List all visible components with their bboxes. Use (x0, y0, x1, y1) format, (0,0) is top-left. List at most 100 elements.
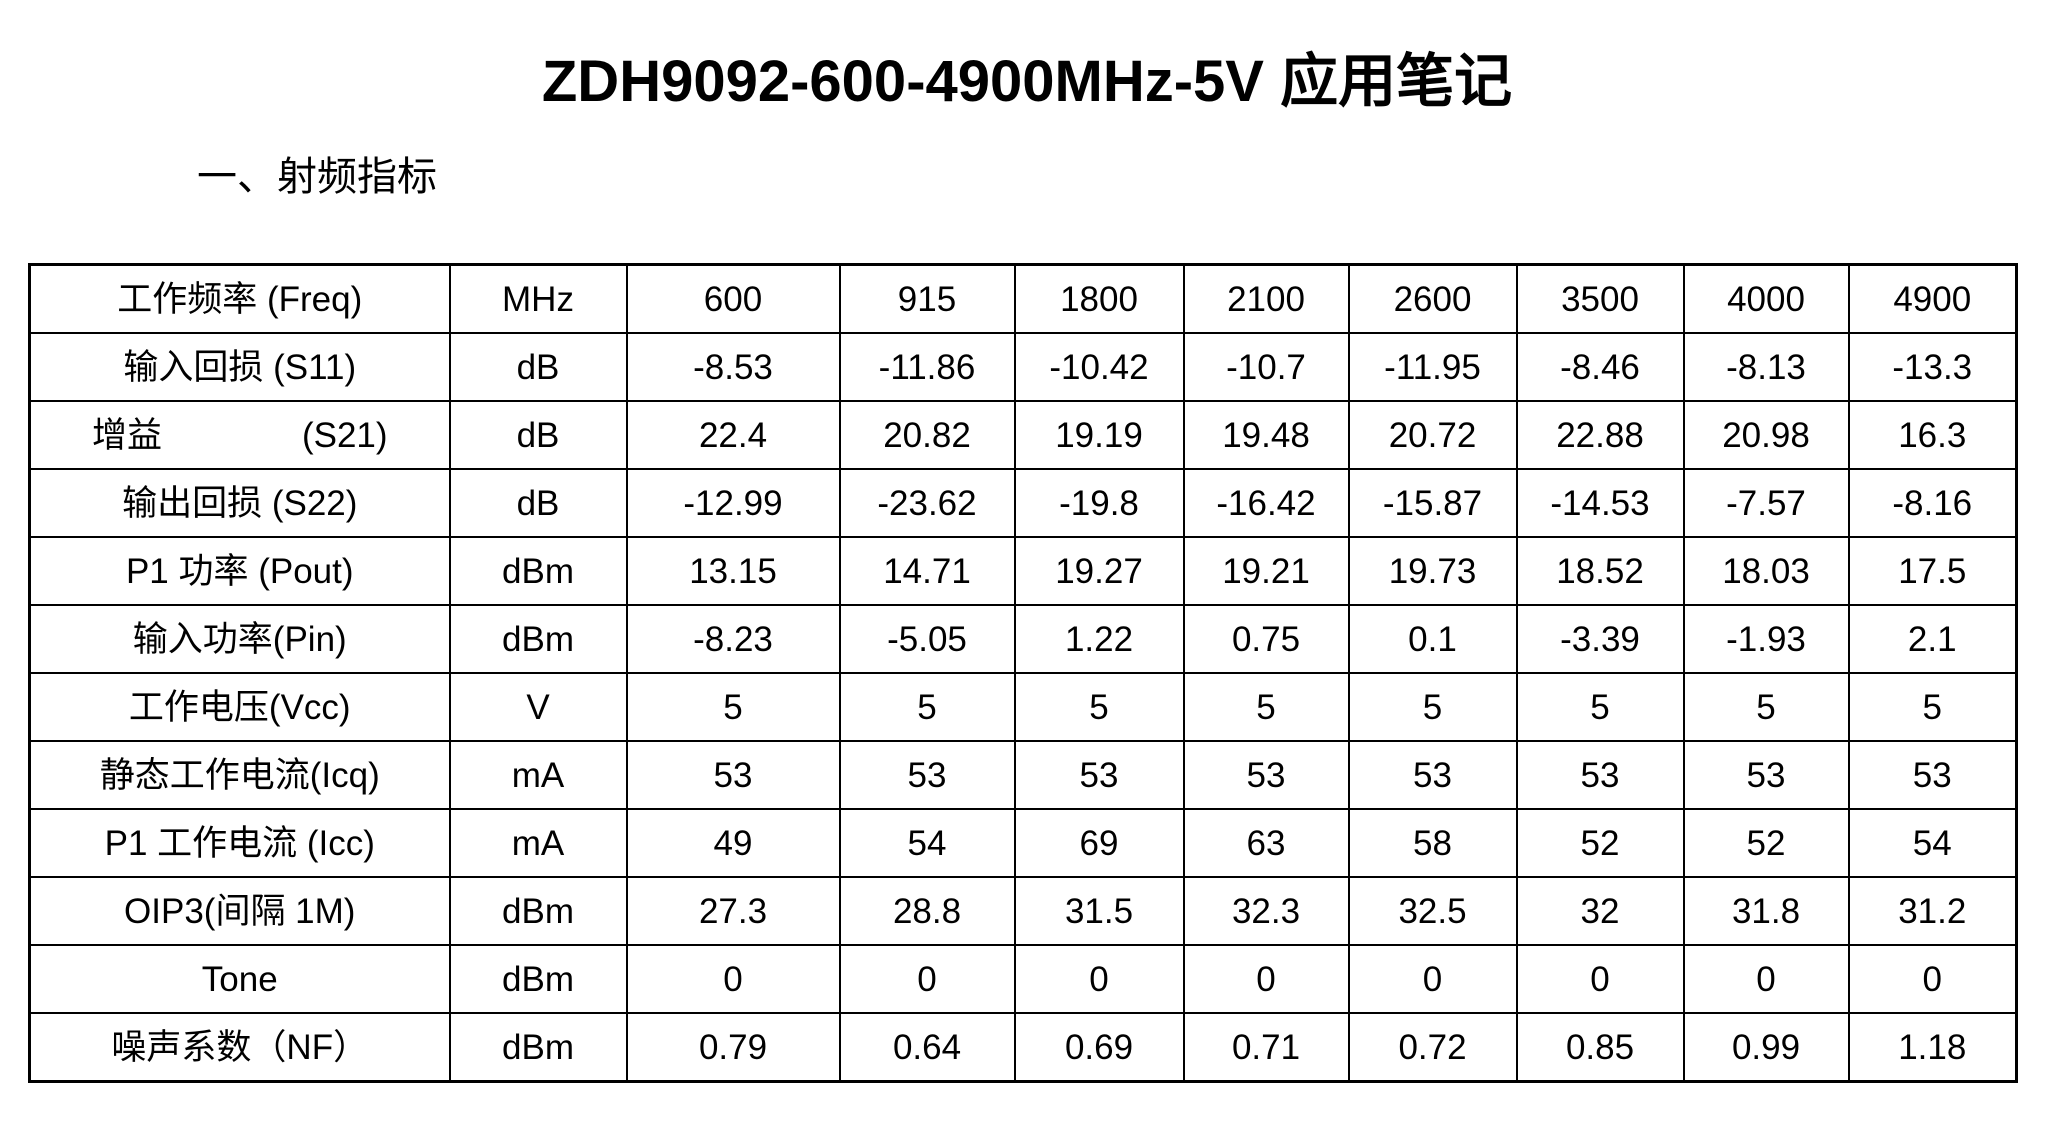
value-cell: 20.98 (1682, 400, 1850, 470)
value-cell: 600 (625, 263, 841, 334)
value-cell: 32.3 (1182, 876, 1350, 946)
value-cell: 0 (1182, 944, 1350, 1014)
value-cell: 27.3 (625, 876, 841, 946)
table-row: Tone dBm 0 0 0 0 0 0 0 0 (28, 944, 2018, 1014)
row-unit-cell: dB (448, 332, 628, 402)
value-cell: 0.1 (1347, 604, 1518, 674)
value-cell: 52 (1682, 808, 1850, 878)
value-cell: 53 (1515, 740, 1685, 810)
value-cell: 5 (1182, 672, 1350, 742)
row-label-cell: 输入回损 (S11) (28, 332, 451, 402)
table-row: 噪声系数（NF） dBm 0.79 0.64 0.69 0.71 0.72 0.85 0.99 1… (28, 1012, 2018, 1083)
value-cell: 16.3 (1847, 400, 2018, 470)
row-unit-cell: V (448, 672, 628, 742)
value-cell: 53 (1347, 740, 1518, 810)
value-cell: 13.15 (625, 536, 841, 606)
value-cell: 28.8 (838, 876, 1016, 946)
value-cell: -15.87 (1347, 468, 1518, 538)
row-label-cell: 输入功率(Pin) (28, 604, 451, 674)
row-unit-cell: dBm (448, 876, 628, 946)
value-cell: 5 (1013, 672, 1185, 742)
value-cell: 53 (1847, 740, 2018, 810)
value-cell: 0 (838, 944, 1016, 1014)
value-cell: 2100 (1182, 263, 1350, 334)
value-cell: -3.39 (1515, 604, 1685, 674)
value-cell: 0 (1682, 944, 1850, 1014)
value-cell: 20.72 (1347, 400, 1518, 470)
value-cell: 2.1 (1847, 604, 2018, 674)
value-cell: 31.5 (1013, 876, 1185, 946)
value-cell: 0 (1515, 944, 1685, 1014)
table-row: 输出回损 (S22) dB -12.99 -23.62 -19.8 -16.42 -15.8… (28, 468, 2018, 538)
row-label-cell: 工作电压(Vcc) (28, 672, 451, 742)
value-cell: -8.13 (1682, 332, 1850, 402)
value-cell: 53 (625, 740, 841, 810)
row-label-cell: P1 工作电流 (Icc) (28, 808, 451, 878)
table-row: 工作电压(Vcc) V 5 5 5 5 5 5 5 5 (28, 672, 2018, 742)
value-cell: -14.53 (1515, 468, 1685, 538)
row-unit-cell: dB (448, 400, 628, 470)
value-cell: 2600 (1347, 263, 1518, 334)
row-label-cell: P1 功率 (Pout) (28, 536, 451, 606)
value-cell: 19.21 (1182, 536, 1350, 606)
value-cell: 17.5 (1847, 536, 2018, 606)
table-row: OIP3(间隔 1M) dBm 27.3 28.8 31.5 32.3 32.5 32 31.8… (28, 876, 2018, 946)
value-cell: 32 (1515, 876, 1685, 946)
value-cell: 14.71 (838, 536, 1016, 606)
value-cell: 5 (1515, 672, 1685, 742)
row-label-cell: 静态工作电流(Icq) (28, 740, 451, 810)
row-label-cell: 输出回损 (S22) (28, 468, 451, 538)
table-row: 工作频率 (Freq) MHz 600 915 1800 2100 2600 3500 4000… (28, 263, 2018, 334)
value-cell: -11.95 (1347, 332, 1518, 402)
table-row: 增益 (S21) dB 22.4 20.82 19.19 19.48 20.72 22.88 2… (28, 400, 2018, 470)
value-cell: 1.22 (1013, 604, 1185, 674)
value-cell: -11.86 (838, 332, 1016, 402)
value-cell: 20.82 (838, 400, 1016, 470)
value-cell: 0.75 (1182, 604, 1350, 674)
value-cell: 53 (838, 740, 1016, 810)
value-cell: 19.48 (1182, 400, 1350, 470)
value-cell: 1.18 (1847, 1012, 2018, 1083)
value-cell: 0 (1013, 944, 1185, 1014)
row-unit-cell: mA (448, 808, 628, 878)
row-unit-cell: dBm (448, 536, 628, 606)
value-cell: -8.16 (1847, 468, 2018, 538)
value-cell: 52 (1515, 808, 1685, 878)
value-cell: 19.27 (1013, 536, 1185, 606)
value-cell: -10.7 (1182, 332, 1350, 402)
value-cell: 1800 (1013, 263, 1185, 334)
table-row: 静态工作电流(Icq) mA 53 53 53 53 53 53 53 53 (28, 740, 2018, 810)
value-cell: 19.73 (1347, 536, 1518, 606)
value-cell: -23.62 (838, 468, 1016, 538)
value-cell: -8.53 (625, 332, 841, 402)
value-cell: 4000 (1682, 263, 1850, 334)
value-cell: -1.93 (1682, 604, 1850, 674)
spec-table-body: 工作频率 (Freq) MHz 600 915 1800 2100 2600 3500 4000… (28, 263, 2018, 1083)
row-unit-cell: dBm (448, 604, 628, 674)
value-cell: 5 (625, 672, 841, 742)
table-row: P1 工作电流 (Icc) mA 49 54 69 63 58 52 52 54 (28, 808, 2018, 878)
value-cell: 0 (1347, 944, 1518, 1014)
value-cell: 0 (1847, 944, 2018, 1014)
value-cell: 0.79 (625, 1012, 841, 1083)
value-cell: 31.8 (1682, 876, 1850, 946)
value-cell: 0 (625, 944, 841, 1014)
value-cell: 54 (1847, 808, 2018, 878)
value-cell: 19.19 (1013, 400, 1185, 470)
value-cell: -12.99 (625, 468, 841, 538)
value-cell: 53 (1682, 740, 1850, 810)
row-label-cell: 工作频率 (Freq) (28, 263, 451, 334)
value-cell: 53 (1182, 740, 1350, 810)
value-cell: 58 (1347, 808, 1518, 878)
value-cell: -19.8 (1013, 468, 1185, 538)
value-cell: 5 (838, 672, 1016, 742)
value-cell: 32.5 (1347, 876, 1518, 946)
value-cell: 54 (838, 808, 1016, 878)
rf-spec-table: 工作频率 (Freq) MHz 600 915 1800 2100 2600 3500 4000… (28, 263, 2018, 1083)
value-cell: -16.42 (1182, 468, 1350, 538)
value-cell: 0.72 (1347, 1012, 1518, 1083)
value-cell: 69 (1013, 808, 1185, 878)
value-cell: 18.52 (1515, 536, 1685, 606)
value-cell: 0.69 (1013, 1012, 1185, 1083)
table-row: P1 功率 (Pout) dBm 13.15 14.71 19.27 19.21 19.73… (28, 536, 2018, 606)
